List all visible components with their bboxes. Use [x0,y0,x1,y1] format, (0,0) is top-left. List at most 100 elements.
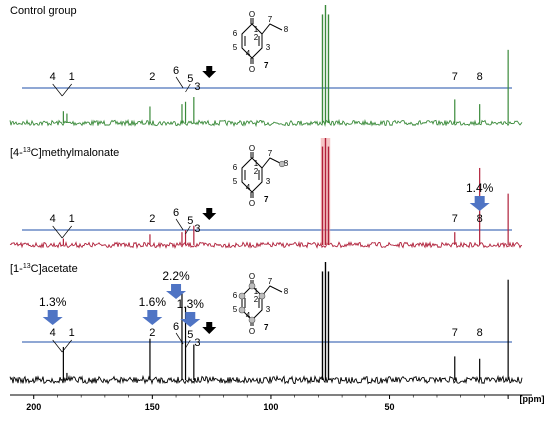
peak-label-c6: 6 [173,65,179,77]
atom-number-4: 4 [246,311,251,320]
down-arrow-black [202,322,217,334]
oxygen-label: O [249,144,255,153]
axis-tick-label: 200 [26,402,41,412]
atom-number-8: 8 [284,159,289,168]
axis-tick-label: 150 [145,402,160,412]
pointer-line [52,225,63,239]
axis-tick-label: 50 [385,402,395,412]
peak-label-c4: 4 [50,71,56,83]
atom-number-1: 1 [254,25,259,34]
spectrum-baseline [9,118,523,128]
pointer-line [175,76,184,89]
labelled-carbon-marker [238,306,246,314]
atom-number-6: 6 [233,163,238,172]
atom-number-8: 8 [284,25,289,34]
pointer-line [61,83,72,97]
spectrum-baseline [9,374,523,386]
ethyl-chain [261,23,283,35]
peak-label-c7: 7 [452,71,458,83]
peak-label-c3: 3 [194,337,200,349]
down-arrow-black [202,208,217,220]
oxygen-label: O [249,327,255,336]
peak-label-c7: 7 [452,213,458,225]
pointer-line [61,225,72,239]
atom-number-1: 1 [254,159,259,168]
down-arrow-black [202,66,217,78]
pointer-line [175,218,184,231]
peak-label-c4: 4 [50,213,56,225]
atom-number-4: 4 [246,49,251,58]
peak-label-c6: 6 [173,207,179,219]
pointer-line [175,332,184,345]
down-arrow-blue [166,284,187,299]
peak-label-c5: 5 [187,215,193,227]
axis-label: [ppm] [520,394,545,404]
atom-number-8: 8 [284,287,289,296]
peak-label-c4: 4 [50,327,56,339]
peak-label-c3: 3 [194,223,200,235]
peak-label-c1: 1 [69,213,75,225]
peak-label-c8: 8 [477,327,483,339]
pointer-line [185,83,191,93]
pointer-line [61,339,72,353]
peak-label-c7: 7 [452,327,458,339]
peak-label-c5: 5 [187,329,193,341]
down-arrow-blue [180,312,201,327]
atom-number-2: 2 [254,33,259,42]
axis-tick-label: 100 [263,402,278,412]
down-arrow-blue [469,196,490,211]
ethyl-chain [261,285,283,297]
atom-number-3: 3 [266,177,271,186]
atom-number-2: 2 [254,167,259,176]
atom-number-3: 3 [266,43,271,52]
atom-number-1: 1 [254,287,259,296]
panel-title-methylmalonate: [4-13C]methylmalonate [10,147,119,159]
quinone-structure-methylmalonate: O O 123 45 6 7 8 7 [233,144,289,208]
pointer-line [185,339,191,349]
peak-label-c3: 3 [194,81,200,93]
label-percentage-c4: 1.3% [39,295,67,309]
oxygen-label: O [249,272,255,281]
peak-label-c1: 1 [69,327,75,339]
atom-number-6: 6 [233,291,238,300]
peak-label-c2: 2 [149,71,155,83]
pointer-line [185,225,191,235]
atom-number-7: 7 [268,149,273,158]
atom-number-5: 5 [233,177,238,186]
peak-label-c2: 2 [149,327,155,339]
peak-label-c6: 6 [173,321,179,333]
pointer-line [52,339,63,353]
label-percentage-c5: 1.3% [177,297,205,311]
peak-label-c2: 2 [149,213,155,225]
labelled-carbon-marker [248,282,256,290]
down-arrow-blue [42,310,63,325]
pointer-line [52,83,63,97]
oxygen-number-7: 7 [264,61,269,70]
labelled-carbon-marker [258,292,266,300]
atom-number-7: 7 [268,15,273,24]
atom-number-4: 4 [246,183,251,192]
label-percentage-c2: 1.6% [139,295,167,309]
spectrum-baseline [9,240,523,250]
labelled-carbon-marker [248,316,256,324]
atom-number-3: 3 [266,305,271,314]
panel-title-acetate: [1-13C]acetate [10,263,78,275]
oxygen-number-7: 7 [264,195,269,204]
labelled-carbon-marker [238,292,246,300]
peak-label-c8: 8 [477,71,483,83]
atom-number-2: 2 [254,295,259,304]
quinone-structure-control: O O 123 45 6 7 8 7 [233,10,289,74]
peak-label-c8: 8 [477,213,483,225]
labelled-carbon-marker [278,160,286,168]
peak-label-c1: 1 [69,71,75,83]
ppm-axis: 200 150 100 50 [ppm] [10,394,545,412]
oxygen-label: O [249,199,255,208]
oxygen-label: O [249,65,255,74]
atom-number-5: 5 [233,43,238,52]
atom-number-7: 7 [268,277,273,286]
label-percentage-c6: 2.2% [162,269,190,283]
